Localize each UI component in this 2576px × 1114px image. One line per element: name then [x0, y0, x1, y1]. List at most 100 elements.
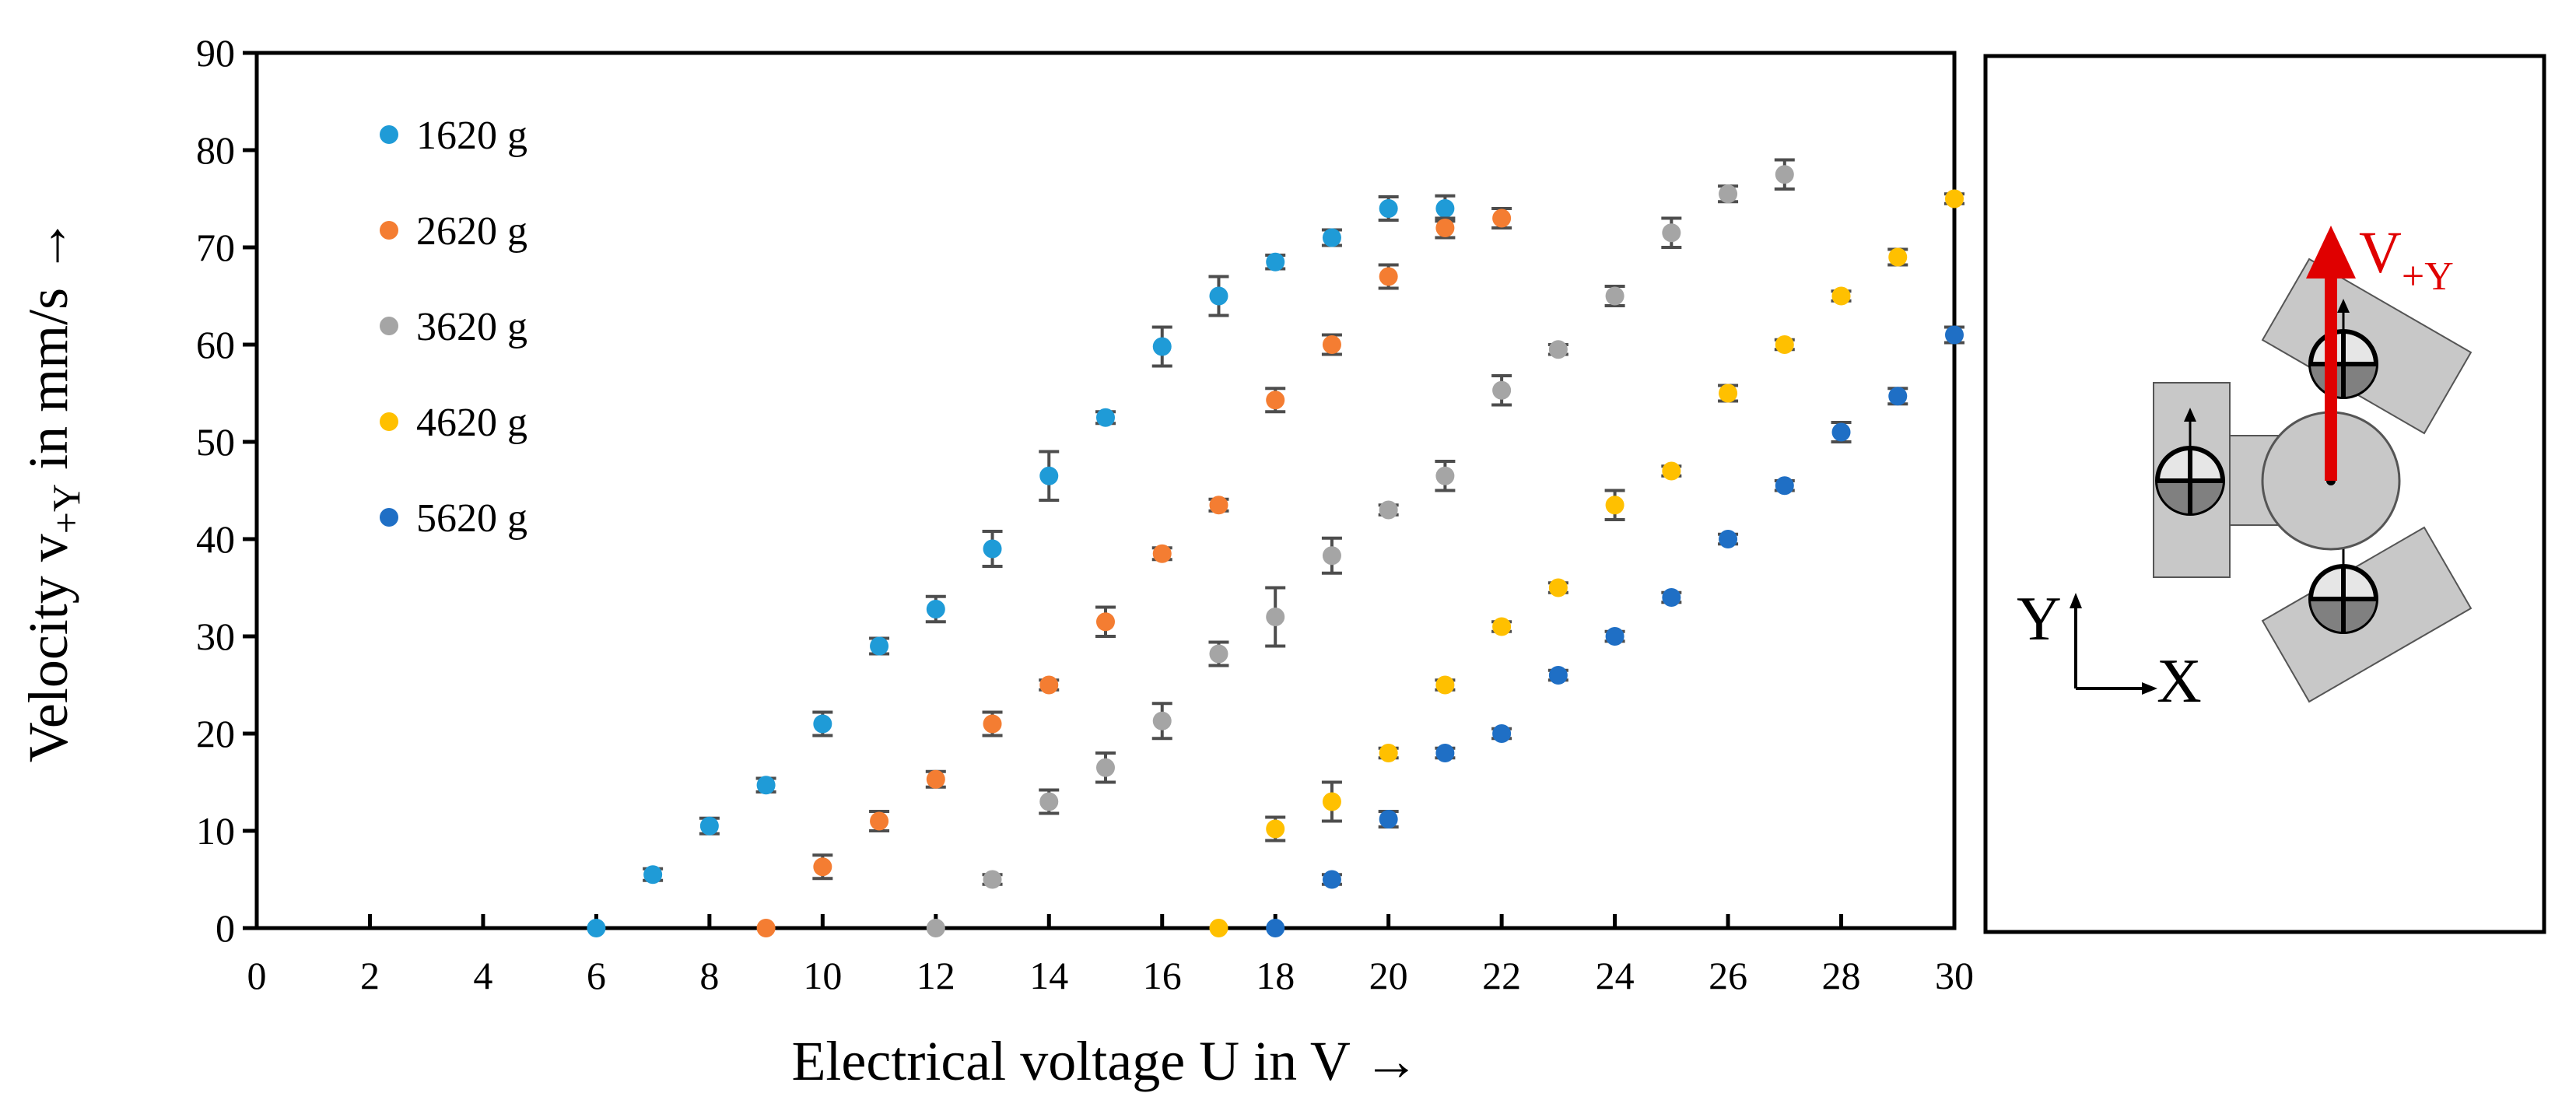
- data-point: [1945, 189, 1964, 208]
- data-point: [1548, 578, 1568, 597]
- x-tick-label: 20: [1369, 954, 1408, 997]
- data-point: [870, 811, 889, 831]
- y-tick-label: 20: [196, 712, 235, 755]
- x-tick-label: 22: [1482, 954, 1521, 997]
- data-point: [643, 865, 663, 885]
- data-point: [1152, 337, 1172, 356]
- data-point: [1492, 724, 1512, 743]
- data-point: [1719, 384, 1738, 403]
- velocity-label: V+Y: [2359, 220, 2454, 299]
- series-4620-g: [1209, 189, 1964, 937]
- data-point: [1379, 810, 1398, 828]
- data-point: [1322, 792, 1341, 811]
- data-point: [1435, 744, 1455, 762]
- axis-x-label: X: [2157, 647, 2202, 716]
- data-point: [1266, 608, 1285, 626]
- data-point: [1719, 184, 1738, 204]
- y-tick-label: 10: [196, 809, 235, 853]
- data-point: [1322, 335, 1341, 354]
- legend-label: 1620 g: [416, 114, 527, 158]
- data-point: [813, 857, 832, 877]
- left-wheel-module: [2153, 382, 2320, 578]
- data-point: [1266, 252, 1285, 271]
- data-point: [1435, 219, 1455, 237]
- legend-marker: [380, 317, 398, 335]
- data-point: [1945, 325, 1964, 345]
- data-point: [1662, 223, 1681, 243]
- data-point: [1492, 380, 1512, 400]
- lower-right-wheel-module: [2261, 526, 2473, 703]
- data-point: [756, 919, 776, 937]
- x-tick-label: 10: [803, 954, 842, 997]
- data-point: [1209, 644, 1228, 664]
- data-point: [1492, 208, 1512, 228]
- y-axis-title: Velocity v+Y in mm/s →: [17, 218, 88, 762]
- data-point: [926, 919, 945, 937]
- x-tick-label: 24: [1596, 954, 1635, 997]
- data-point: [1322, 228, 1341, 247]
- x-tick-label: 0: [247, 954, 267, 997]
- data-point: [1605, 627, 1624, 646]
- data-point: [983, 714, 1002, 734]
- data-point: [1266, 919, 1285, 937]
- data-point: [1888, 387, 1908, 406]
- data-point: [1831, 286, 1851, 306]
- y-tick-label: 30: [196, 615, 235, 658]
- left-wheel-direction-arrow: [2184, 408, 2196, 481]
- data-point: [1379, 744, 1398, 762]
- x-tick-label: 4: [473, 954, 492, 997]
- legend-marker: [380, 125, 398, 144]
- x-tick-label: 26: [1709, 954, 1747, 997]
- coordinate-axes: [2070, 593, 2157, 695]
- data-point: [756, 776, 776, 795]
- axis-y-label: Y: [2017, 585, 2062, 653]
- data-point: [1039, 675, 1059, 695]
- data-point: [1152, 711, 1172, 730]
- data-point: [1379, 267, 1398, 286]
- data-point: [1096, 612, 1115, 632]
- data-point: [1605, 286, 1624, 306]
- data-point: [1548, 340, 1568, 359]
- data-point: [699, 816, 719, 836]
- data-point: [813, 714, 832, 734]
- data-point: [1775, 335, 1794, 354]
- legend-marker: [380, 221, 398, 240]
- data-point: [1831, 422, 1851, 442]
- legend: 1620 g 2620 g 3620 g 4620 g 5620 g: [380, 114, 527, 541]
- data-point: [1209, 919, 1228, 937]
- data-point: [1039, 466, 1059, 485]
- data-point: [983, 870, 1002, 889]
- data-point: [1379, 500, 1398, 520]
- data-points: [587, 158, 1964, 937]
- data-point: [1605, 496, 1624, 515]
- x-tick-label: 30: [1935, 954, 1974, 997]
- data-point: [1322, 546, 1341, 566]
- data-point: [1209, 496, 1228, 515]
- data-point: [1266, 391, 1285, 410]
- series-2620-g: [756, 207, 1512, 937]
- legend-marker: [380, 508, 398, 527]
- upper-wheel-direction-arrow: [2337, 299, 2350, 364]
- data-point: [1548, 666, 1568, 685]
- x-tick-label: 6: [587, 954, 606, 997]
- data-point: [1492, 617, 1512, 636]
- y-tick-label: 0: [216, 906, 235, 950]
- data-point: [587, 919, 606, 937]
- x-tick-label: 8: [699, 954, 719, 997]
- x-tick-label: 12: [916, 954, 955, 997]
- data-point: [1435, 466, 1455, 485]
- x-axis-ticks: 0 2 4 6 8 10 12 14 16 18 20 22 24 26 28 30: [247, 914, 1974, 997]
- data-point: [1379, 199, 1398, 218]
- data-point: [1322, 870, 1341, 889]
- y-axis-ticks: 0 10 20 30 40 50 60 70 80 90: [196, 31, 257, 950]
- data-point: [983, 539, 1002, 559]
- data-point: [870, 636, 889, 656]
- data-point: [1096, 408, 1115, 427]
- series-3620-g: [926, 158, 1795, 937]
- data-point: [1888, 247, 1908, 267]
- legend-label: 2620 g: [416, 209, 527, 254]
- series-5620-g: [1266, 325, 1964, 937]
- velocity-arrow: [2306, 226, 2356, 481]
